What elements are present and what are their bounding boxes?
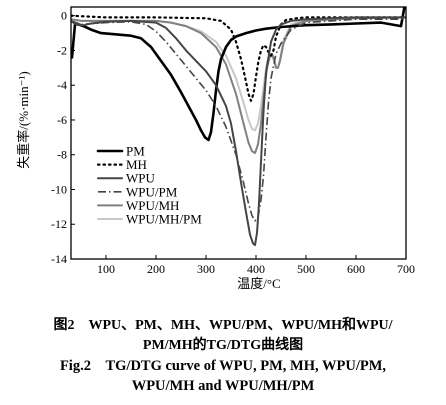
legend-label: WPU <box>126 171 156 186</box>
series-layer <box>71 7 406 247</box>
caption-en-line-1: Fig.2 TG/DTG curve of WPU, PM, MH, WPU/P… <box>59 358 387 374</box>
x-tick-label: 600 <box>347 262 365 276</box>
series-line-wpu-mh <box>71 16 406 154</box>
y-tick-label: -4 <box>57 78 67 92</box>
y-tick-label: -2 <box>57 43 67 57</box>
plot-frame <box>70 6 407 260</box>
x-tick-label: 400 <box>247 262 265 276</box>
y-tick-label: -12 <box>51 217 67 231</box>
axes-layer: 100 200 300 400 500 600 700 0 -2 -4 -6 -8 -10 -12 -14 <box>51 9 415 276</box>
caption-cn-line-2: PM/MH的TG/DTG曲线图 <box>142 338 304 353</box>
series-line-pm <box>71 7 406 142</box>
x-tick-label: 100 <box>97 262 115 276</box>
x-tick-label: 300 <box>197 262 215 276</box>
y-tick-label: -14 <box>51 252 67 266</box>
caption-cn-line-1: 图2 WPU、PM、MH、WPU/PM、WPU/MH和WPU/ <box>53 318 393 333</box>
legend-label: WPU/MH <box>126 198 179 213</box>
legend-label: WPU/PM <box>126 184 178 199</box>
y-tick-label: -8 <box>57 148 67 162</box>
figure-caption: 图2 WPU、PM、MH、WPU/PM、WPU/MH和WPU/ PM/MH的TG… <box>0 316 446 396</box>
x-tick-label: 200 <box>147 262 165 276</box>
series-line-wpu <box>71 16 406 247</box>
y-tick-label: -6 <box>57 113 67 127</box>
dtg-chart: 100 200 300 400 500 600 7000-2-4-6-8-10-12-14 … <box>16 6 415 291</box>
x-tick-label: 500 <box>297 262 315 276</box>
caption-en-line-2: WPU/MH and WPU/MH/PM <box>131 378 315 394</box>
y-tick-label: 0 <box>61 9 67 23</box>
legend-label: MH <box>126 157 147 172</box>
series-line-wpu-pm <box>71 18 406 222</box>
x-axis-title: 温度/°C <box>237 276 280 291</box>
x-tick-label: 700 <box>397 262 415 276</box>
y-tick-label: -10 <box>51 182 67 196</box>
legend-label: WPU/MH/PM <box>126 212 202 227</box>
series-line-mh <box>71 14 406 102</box>
legend-label: PM <box>126 144 145 159</box>
y-axis-title: 失重率/(%·min⁻¹) <box>16 71 31 168</box>
